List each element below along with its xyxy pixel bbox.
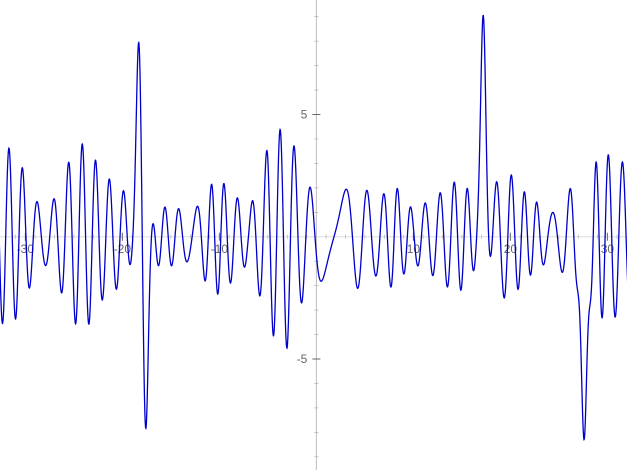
svg-text:-5: -5 (297, 352, 308, 366)
svg-text:10: 10 (407, 242, 421, 256)
svg-text:5: 5 (301, 108, 308, 122)
svg-text:-10: -10 (211, 242, 229, 256)
